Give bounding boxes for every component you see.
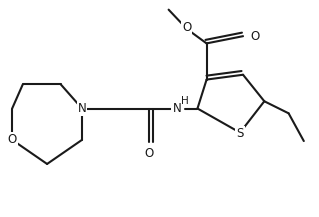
Text: H: H	[181, 96, 189, 106]
Text: O: O	[8, 133, 17, 146]
Text: O: O	[251, 30, 260, 43]
Text: S: S	[236, 127, 244, 140]
Text: N: N	[173, 102, 181, 115]
Text: N: N	[78, 102, 86, 115]
Text: O: O	[182, 21, 191, 34]
Text: O: O	[144, 147, 153, 159]
